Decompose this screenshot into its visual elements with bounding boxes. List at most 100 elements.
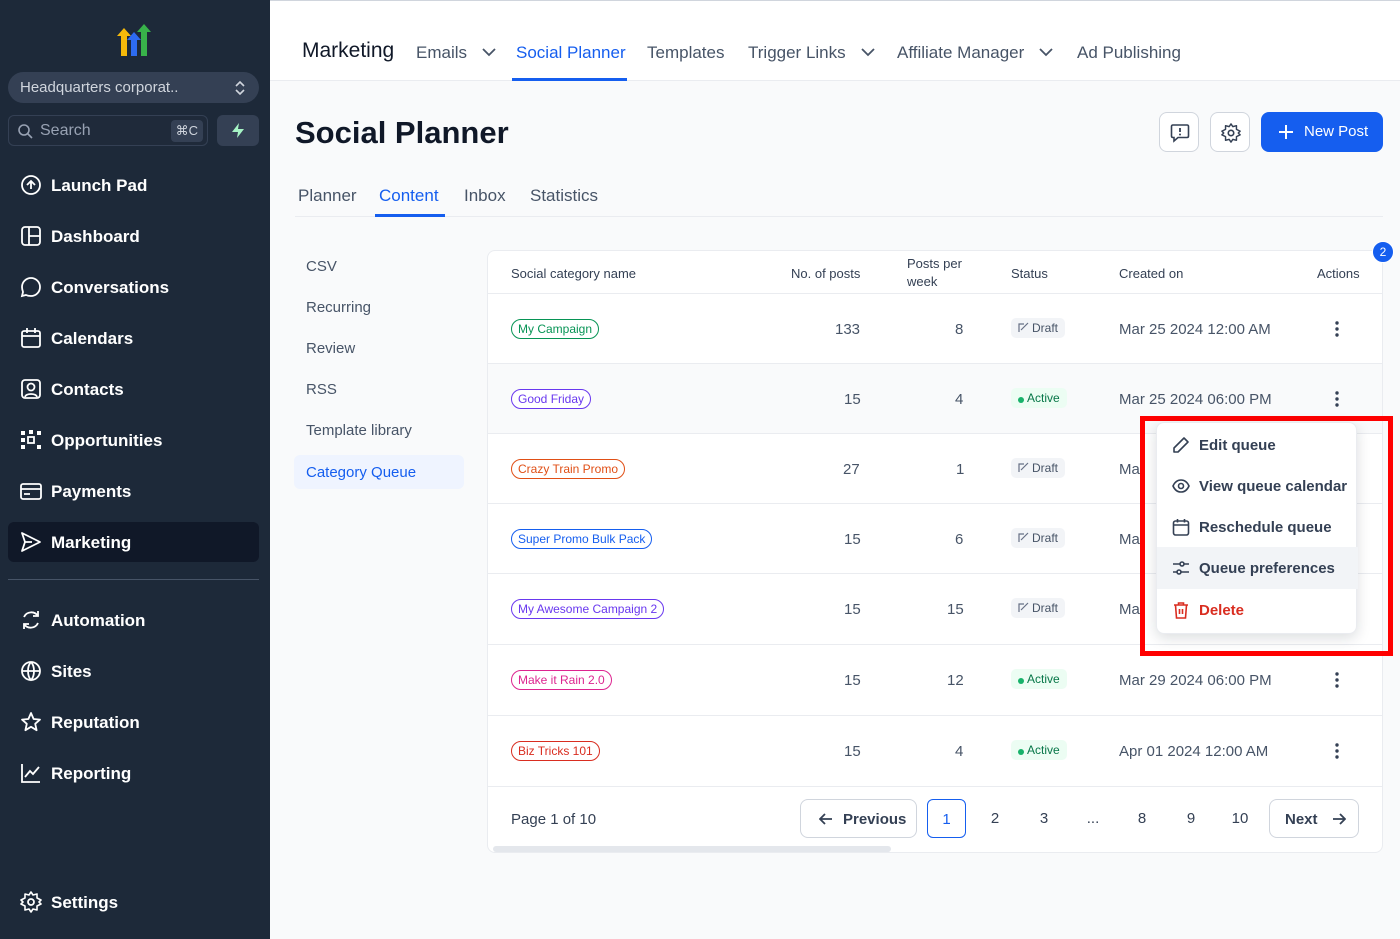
table-row[interactable]: Crazy Train Promo 27 1 Draft Ma (488, 433, 1382, 503)
kebab-menu-icon[interactable] (1334, 320, 1340, 338)
kebab-menu-icon[interactable] (1334, 671, 1340, 689)
arrow-right-icon (1333, 813, 1346, 825)
tab-templates[interactable]: Templates (647, 43, 725, 62)
sidebar-item-conversations[interactable]: Conversations (8, 267, 259, 307)
chart-line-icon (21, 764, 40, 783)
chevron-updown-icon (235, 80, 245, 96)
tab-planner[interactable]: Planner (298, 186, 357, 205)
calendar-icon (1172, 519, 1190, 536)
next-button[interactable]: Next (1269, 799, 1359, 838)
sidebar-item-reputation[interactable]: Reputation (8, 702, 259, 742)
opportunities-icon (21, 430, 41, 449)
sidebar-search[interactable]: Search ⌘C (8, 115, 208, 146)
tab-emails[interactable]: Emails (416, 43, 497, 63)
category-tag: Crazy Train Promo (511, 459, 626, 479)
row-actions-menu: Edit queue View queue calendar Reschedul… (1156, 422, 1358, 634)
tab-inbox[interactable]: Inbox (464, 186, 506, 205)
menu-item-review[interactable]: Review (306, 340, 356, 357)
edit-icon (1018, 462, 1029, 472)
tab-trigger-links[interactable]: Trigger Links (748, 43, 876, 63)
sidebar-item-sites[interactable]: Sites (8, 651, 259, 691)
feedback-button[interactable] (1159, 112, 1199, 152)
posts-count: 15 (844, 601, 861, 618)
contacts-icon (21, 379, 41, 399)
sidebar-item-opportunities[interactable]: Opportunities (8, 420, 259, 460)
feedback-icon (1170, 124, 1190, 143)
menu-item-queue-preferences[interactable]: Queue preferences (1157, 547, 1358, 589)
column-header-posts: No. of posts (791, 266, 861, 281)
sidebar-item-marketing[interactable]: Marketing (8, 522, 259, 562)
page-button-10[interactable]: 10 (1231, 810, 1249, 827)
table-row[interactable]: Good Friday 15 4 Active Mar 25 2024 06:0… (488, 363, 1382, 433)
settings-button[interactable] (1210, 112, 1250, 152)
sidebar-item-label: Launch Pad (51, 176, 148, 195)
column-header-actions: Actions (1317, 266, 1360, 281)
status-label: Draft (1032, 461, 1059, 475)
menu-item-rss[interactable]: RSS (306, 381, 337, 398)
page-button-9[interactable]: 9 (1186, 810, 1196, 827)
status-label: Draft (1032, 601, 1059, 615)
menu-item-csv[interactable]: CSV (306, 258, 337, 275)
tab-social-planner[interactable]: Social Planner (516, 43, 626, 62)
chat-bubble-icon (20, 277, 41, 298)
posts-per-week: 12 (947, 672, 964, 689)
search-icon (18, 124, 33, 139)
menu-item-template-library[interactable]: Template library (306, 422, 412, 439)
eye-icon (1172, 479, 1190, 493)
tab-content[interactable]: Content (379, 186, 439, 205)
sidebar-item-contacts[interactable]: Contacts (8, 369, 259, 409)
kebab-menu-icon[interactable] (1334, 390, 1340, 408)
sidebar-item-automation[interactable]: Automation (8, 600, 259, 640)
tab-label: Trigger Links (748, 43, 846, 62)
sidebar-item-payments[interactable]: Payments (8, 471, 259, 511)
tab-ad-publishing[interactable]: Ad Publishing (1077, 43, 1181, 62)
sidebar-item-launch-pad[interactable]: Launch Pad (8, 165, 259, 205)
table-row[interactable]: Make it Rain 2.0 15 12 Active Mar 29 202… (488, 644, 1382, 714)
column-header-per-week-line1: Posts per (907, 256, 962, 271)
posts-count: 133 (835, 321, 861, 338)
location-switcher[interactable]: Headquarters corporat.. (8, 72, 259, 103)
table-row[interactable]: My Awesome Campaign 2 15 15 Draft Ma (488, 573, 1382, 643)
sidebar-item-calendars[interactable]: Calendars (8, 318, 259, 358)
pagination-bar: Page 1 of 10 Previous 1 2 3 ... 8 9 10 N… (488, 786, 1382, 852)
new-post-button[interactable]: New Post (1261, 112, 1383, 152)
trash-icon (1174, 602, 1188, 619)
menu-item-delete[interactable]: Delete (1157, 589, 1358, 631)
page-button-1[interactable]: 1 (927, 799, 966, 838)
menu-item-view-queue-calendar[interactable]: View queue calendar (1157, 465, 1358, 507)
posts-per-week: 8 (955, 321, 964, 338)
table-row[interactable]: Biz Tricks 101 15 4 Active Apr 01 2024 1… (488, 715, 1382, 785)
page-button-8[interactable]: 8 (1137, 810, 1147, 827)
sidebar-item-settings[interactable]: Settings (8, 882, 259, 922)
menu-item-category-queue[interactable]: Category Queue (294, 455, 464, 489)
menu-item-edit-queue[interactable]: Edit queue (1157, 424, 1358, 466)
sidebar-item-label: Dashboard (51, 227, 140, 246)
status-dot-icon (1018, 678, 1024, 684)
active-tab-indicator (512, 78, 627, 81)
category-tag: Good Friday (511, 389, 592, 409)
status-badge: Active (1011, 388, 1067, 408)
calendar-icon (21, 328, 41, 348)
horizontal-scrollbar[interactable] (493, 846, 891, 852)
star-icon (21, 712, 41, 732)
menu-item-label: Delete (1199, 602, 1245, 619)
page-button-2[interactable]: 2 (990, 810, 1000, 827)
page-button-3[interactable]: 3 (1039, 810, 1049, 827)
app-logo-icon (117, 24, 151, 56)
previous-button[interactable]: Previous (800, 799, 917, 838)
sidebar-item-dashboard[interactable]: Dashboard (8, 216, 259, 256)
created-on: Mar 25 2024 06:00 PM (1119, 391, 1272, 408)
kebab-menu-icon[interactable] (1334, 742, 1340, 760)
menu-item-reschedule-queue[interactable]: Reschedule queue (1157, 506, 1358, 548)
previous-label: Previous (843, 811, 907, 828)
status-label: Active (1027, 672, 1060, 686)
created-on: Ma (1119, 531, 1140, 548)
tab-affiliate-manager[interactable]: Affiliate Manager (897, 43, 1054, 63)
menu-item-recurring[interactable]: Recurring (306, 299, 372, 316)
sidebar-item-reporting[interactable]: Reporting (8, 753, 259, 793)
table-row[interactable]: My Campaign 133 8 Draft Mar 25 2024 12:0… (488, 293, 1382, 363)
tab-statistics[interactable]: Statistics (530, 186, 599, 205)
table-row[interactable]: Super Promo Bulk Pack 15 6 Draft Ma (488, 503, 1382, 573)
sidebar-item-label: Conversations (51, 278, 170, 297)
quick-actions-button[interactable] (217, 115, 259, 146)
